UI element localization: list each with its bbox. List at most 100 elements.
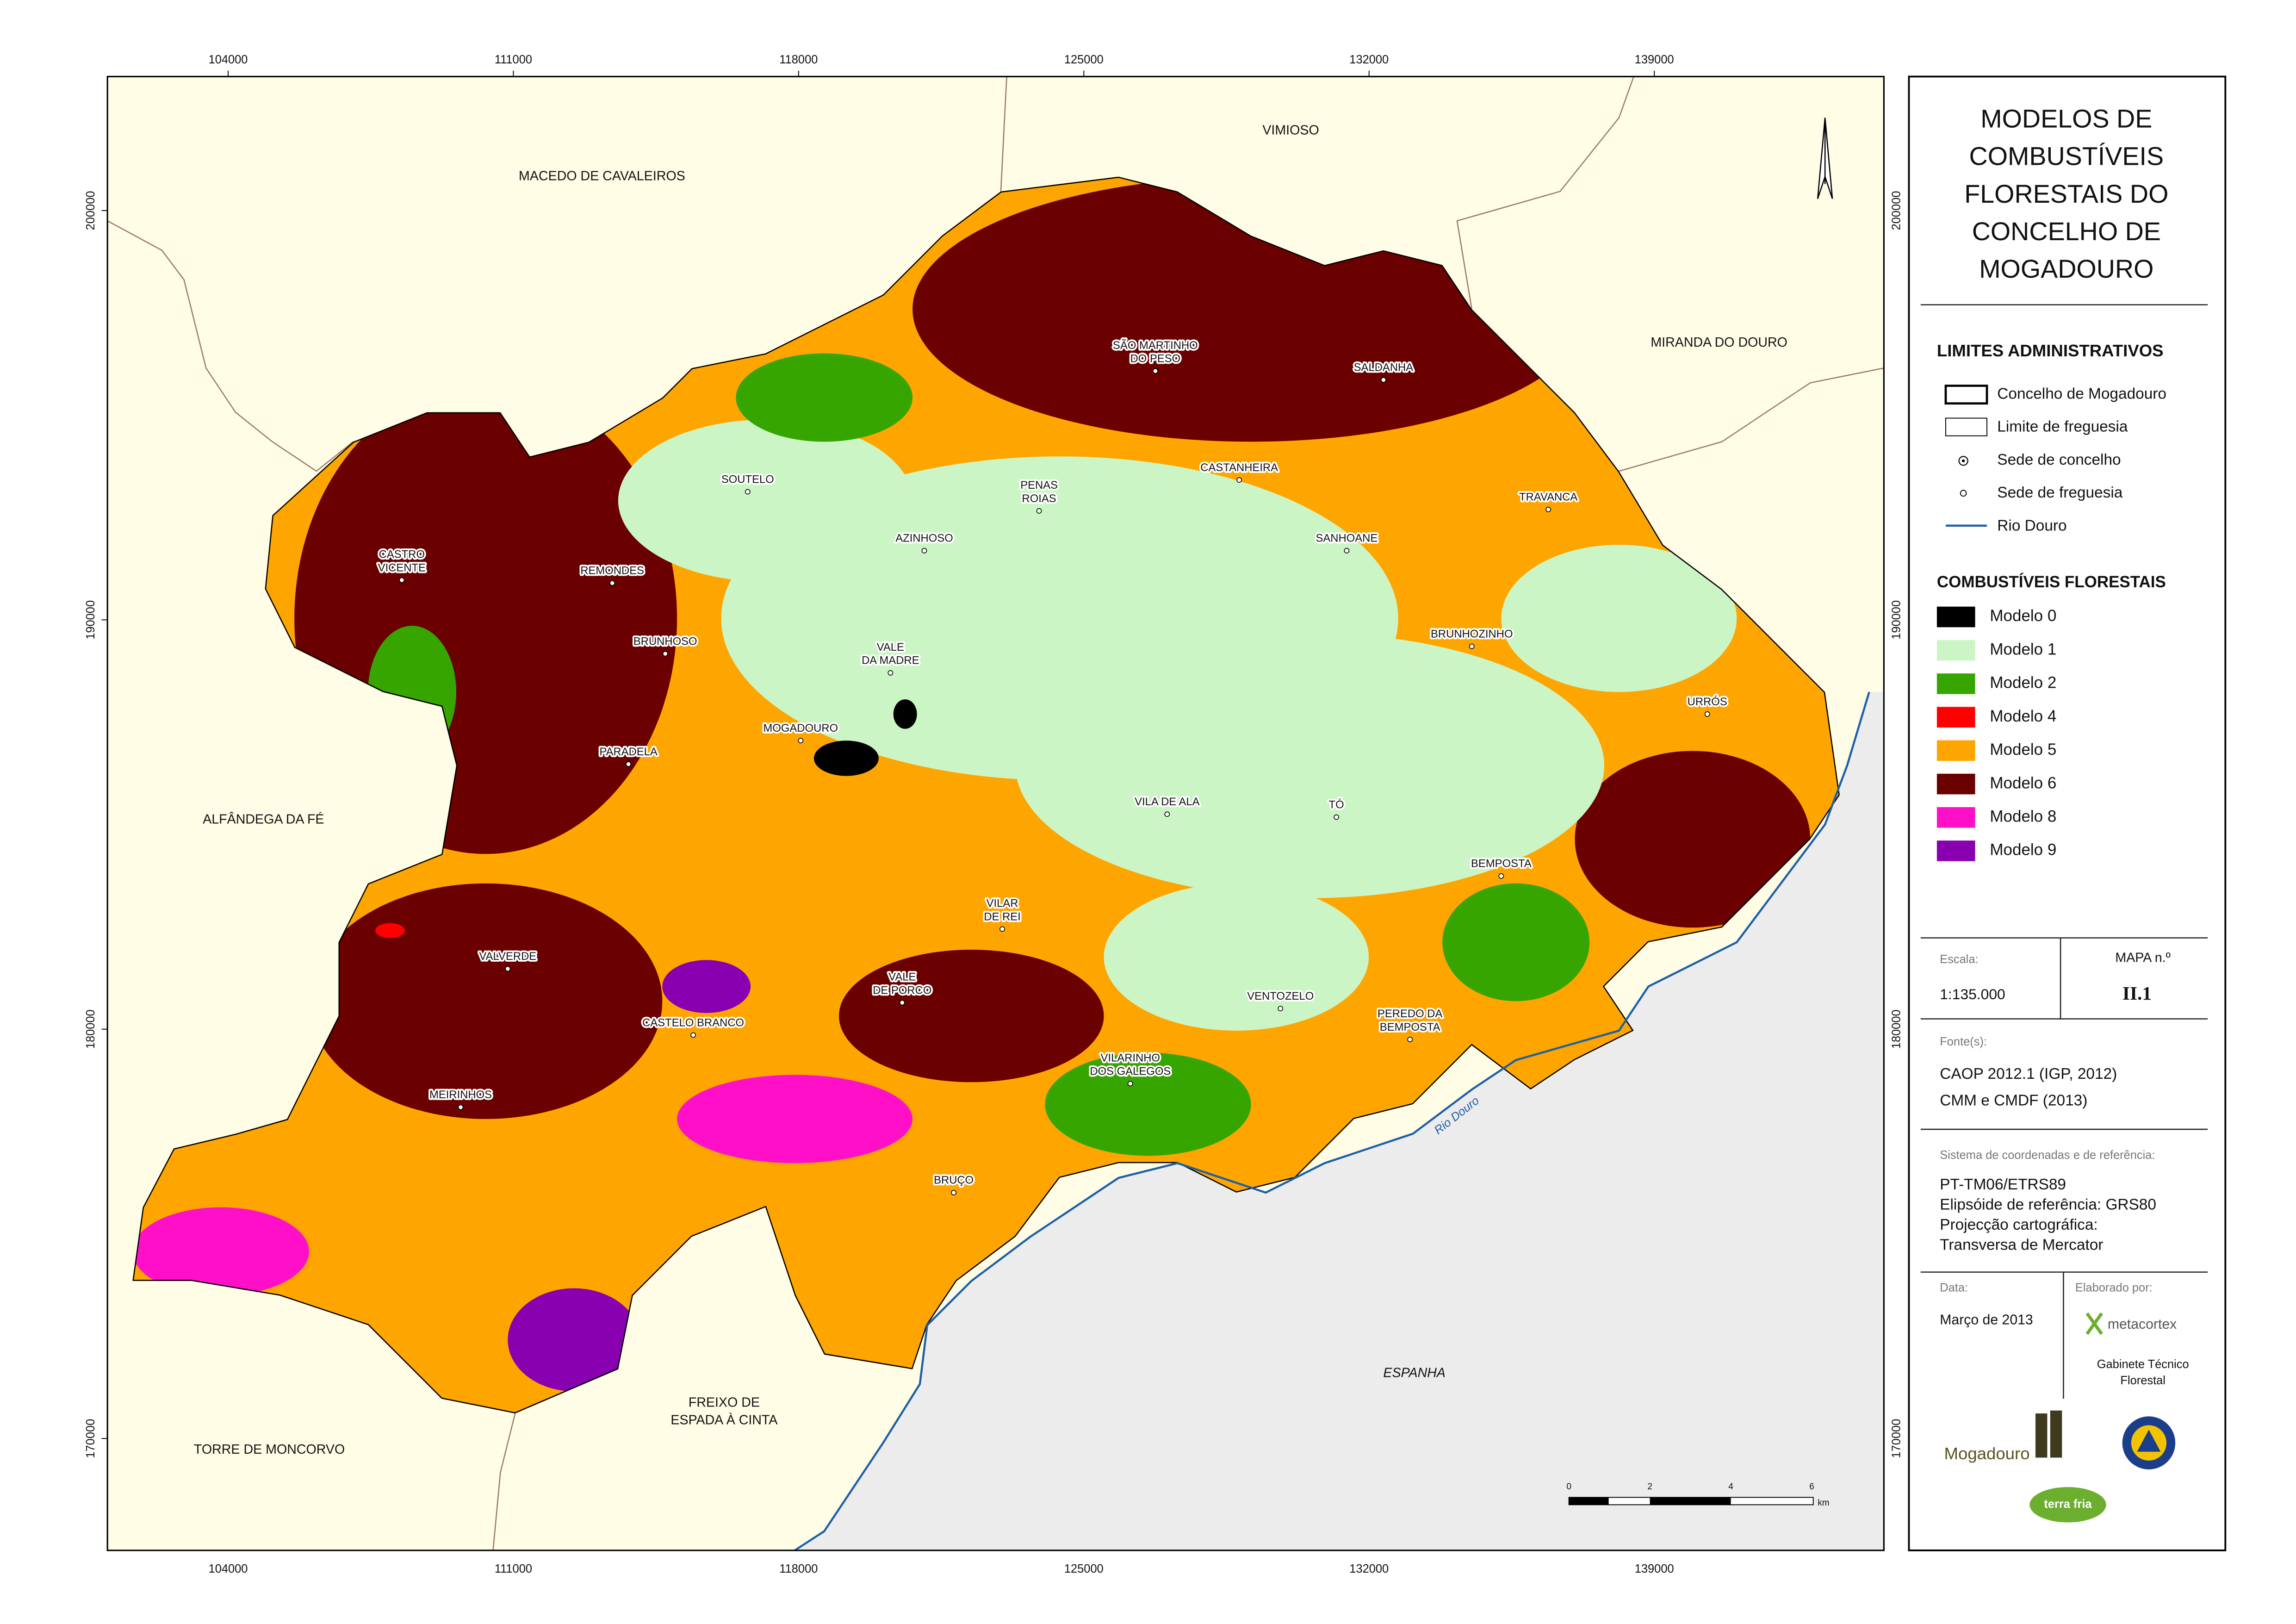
parish-label: VILA DE ALA — [1135, 796, 1200, 808]
parish-seat — [1153, 368, 1158, 374]
parish-label: DE PORCO — [873, 984, 931, 996]
north-arrow — [1817, 118, 1833, 199]
x-tick-label-bottom: 125000 — [1064, 1562, 1104, 1575]
fuel-swatch — [1936, 807, 1975, 828]
source-line: CAOP 2012.1 (IGP, 2012) — [1940, 1065, 2117, 1083]
author-unit: Florestal — [2120, 1374, 2166, 1387]
parish-label: DA MADRE — [862, 654, 919, 667]
y-tick-label-right: 190000 — [1890, 600, 1903, 640]
scale-bar — [1568, 1497, 1814, 1506]
map-number: II.1 — [2122, 983, 2152, 1004]
parish-label: VENTOZELO — [1247, 990, 1314, 1002]
fuel-swatch — [1936, 740, 1975, 761]
parish-label: VALE — [877, 641, 904, 653]
fuel-swatch — [1936, 640, 1975, 661]
admin-item: Sede de concelho — [1997, 451, 2121, 468]
neighbor-label: FREIXO DE — [689, 1395, 760, 1410]
y-tick-label-right: 200000 — [1890, 191, 1903, 230]
y-tick-label-left: 180000 — [84, 1009, 97, 1049]
fuel-item: Modelo 5 — [1990, 740, 2056, 759]
neighbor-label: TORRE DE MONCORVO — [194, 1442, 345, 1457]
parish-label: ROIAS — [1022, 492, 1056, 505]
logo-terra-fria: terra fria — [2044, 1498, 2092, 1511]
parish-seat — [999, 926, 1005, 932]
fuel-item: Modelo 6 — [1990, 774, 2056, 792]
fuel-swatch — [1936, 606, 1975, 628]
parish-label: VILAR — [987, 897, 1018, 910]
parish-seat — [662, 651, 668, 657]
fuel-swatch — [1936, 707, 1975, 728]
parish-seat — [951, 1189, 957, 1195]
parish-seat — [609, 580, 615, 586]
date: Março de 2013 — [1940, 1313, 2033, 1328]
parish-label: DE REI — [984, 910, 1020, 923]
parish-seat — [505, 966, 511, 972]
y-tick-label-right: 170000 — [1890, 1419, 1903, 1458]
parish-label: PARADELA — [599, 746, 658, 758]
legend-title: MODELOS DE — [1980, 105, 2152, 133]
legend-title: MOGADOURO — [1979, 255, 2153, 283]
logos — [2029, 1312, 2176, 1523]
crs-line: PT-TM06/ETRS89 — [1940, 1176, 2066, 1193]
scale-tick: 6 — [1809, 1482, 1814, 1492]
parish-seat — [1127, 1081, 1133, 1087]
fuel-item: Modelo 2 — [1990, 674, 2056, 692]
fuel-heading: COMBUSTÍVEIS FLORESTAIS — [1937, 572, 2166, 591]
x-tick-label-top: 125000 — [1064, 53, 1104, 66]
legend-title: FLORESTAIS DO — [1964, 180, 2168, 208]
y-tick-label-left: 170000 — [84, 1419, 97, 1458]
fuel-swatch — [1936, 840, 1975, 861]
parish-label: BRUNHOZINHO — [1431, 628, 1513, 640]
neighbor-label: VIMIOSO — [1262, 123, 1319, 138]
x-tick-label-top: 132000 — [1349, 53, 1389, 66]
author-label: Elaborado por: — [2075, 1281, 2153, 1294]
parish-seat — [399, 577, 405, 583]
parish-label: VALVERDE — [479, 950, 537, 963]
scale-label: Escala: — [1940, 953, 1978, 966]
x-tick-label-top: 139000 — [1635, 53, 1674, 66]
parish-seat — [745, 489, 751, 495]
parish-seat — [1704, 711, 1710, 717]
legend-dividers — [1920, 304, 2208, 1399]
x-tick-label-top: 111000 — [495, 53, 532, 66]
crs-line: Projecção cartográfica: — [1940, 1216, 2097, 1233]
date-label: Data: — [1940, 1281, 1968, 1294]
parish-label: SALDANHA — [1354, 361, 1414, 374]
parish-label: PENAS — [1020, 479, 1058, 492]
source-line: CMM e CMDF (2013) — [1940, 1092, 2087, 1109]
parish-seat — [887, 670, 894, 676]
parish-label: TRAVANCA — [1519, 491, 1577, 504]
parish-seat — [1545, 506, 1551, 512]
parish-seat — [1407, 1037, 1413, 1042]
parish-label: TÓ — [1329, 798, 1344, 811]
parish-seat — [1344, 548, 1350, 554]
parish-label: MEIRINHOS — [429, 1089, 492, 1101]
parish-seat — [1498, 873, 1504, 879]
admin-item: Sede de freguesia — [1997, 484, 2122, 501]
fuel-item: Modelo 4 — [1990, 707, 2056, 725]
fuel-swatch — [1936, 673, 1975, 694]
x-tick-label-top: 104000 — [209, 53, 248, 66]
spain-area — [794, 692, 1884, 1550]
parish-seat — [899, 1000, 905, 1006]
author-unit: Gabinete Técnico — [2097, 1358, 2189, 1371]
sources-label: Fonte(s): — [1940, 1035, 1987, 1048]
x-tick-label-bottom: 104000 — [209, 1562, 248, 1575]
parish-label: VILARINHO — [1101, 1052, 1160, 1064]
neighbor-label: ESPANHA — [1383, 1366, 1446, 1381]
parish-label: PEREDO DA — [1378, 1008, 1443, 1020]
x-tick-label-bottom: 111000 — [495, 1562, 532, 1575]
fuel-swatch — [1936, 773, 1975, 795]
crs-line: Elipsóide de referência: GRS80 — [1940, 1196, 2156, 1213]
parish-label: VALE — [888, 971, 916, 983]
legend-title: CONCELHO DE — [1972, 217, 2161, 246]
parish-label: BEMPOSTA — [1380, 1021, 1440, 1033]
parish-label: SANHOANE — [1316, 532, 1378, 545]
x-tick-label-bottom: 139000 — [1635, 1562, 1674, 1575]
parish-label: CASTANHEIRA — [1200, 461, 1278, 474]
y-tick-label-left: 200000 — [84, 191, 97, 230]
scale-tick: 2 — [1647, 1482, 1652, 1492]
admin-item: Concelho de Mogadouro — [1997, 385, 2166, 402]
map-frame — [106, 75, 1885, 1551]
